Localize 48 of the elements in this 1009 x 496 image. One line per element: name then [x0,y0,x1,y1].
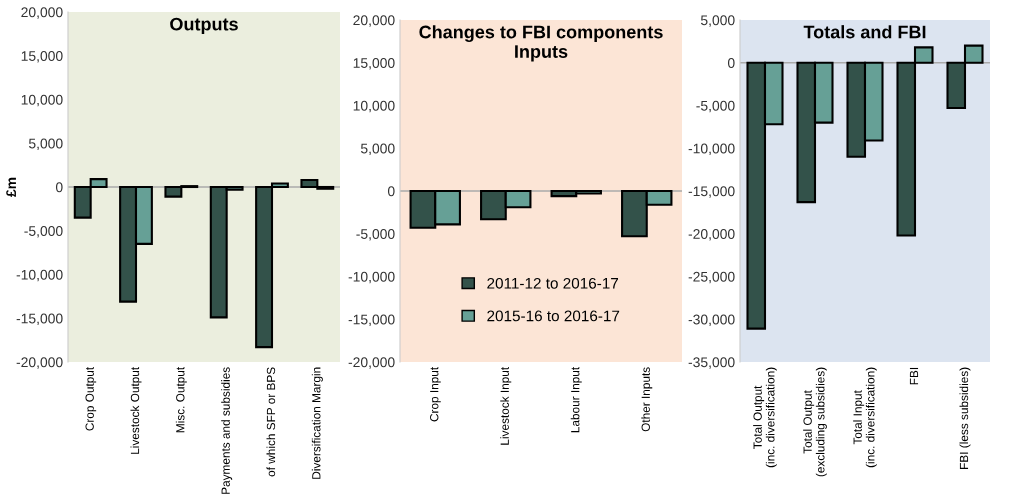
x-tick-label: Misc. Output [175,366,187,433]
y-tick-label: -25,000 [688,271,735,284]
y-tick-label: 0 [727,58,735,68]
x-tick-label: Total Input (inc. diversification) [853,367,877,468]
y-tick-label: 15,000 [353,58,395,70]
y-tick-label: 10,000 [353,100,395,113]
y-tick-label: -30,000 [688,314,735,327]
x-tick-label: FBI [909,367,919,385]
y-tick-label: -15,000 [348,314,395,327]
y-tick-label: -35,000 [688,357,735,369]
x-tick-label: Labour Input [570,366,582,433]
y-tick-label: -10,000 [16,269,63,282]
chart-title: Outputs [170,17,238,35]
y-tick-label: 5,000 [28,138,63,151]
y-axis-title: £m [6,177,16,197]
y-tick-label: -20,000 [16,357,63,369]
y-tick-label: -5,000 [356,229,395,241]
chart-title: Totals and FBI [803,25,926,39]
x-tick-label: Other Inputs [641,367,653,432]
y-tick-label: 0 [55,182,63,193]
y-tick-label: 5,000 [360,143,395,156]
y-tick-label: -10,000 [348,271,395,284]
x-tick-label: Crop Input [430,366,441,422]
y-tick-label: -5,000 [696,100,735,113]
y-tick-label: -20,000 [348,357,395,369]
y-tick-label: 0 [387,186,395,197]
y-tick-label: 20,000 [353,15,395,27]
legend-label: 2011-12 to 2016-17 [487,277,619,289]
x-tick-label: Livestock Output [130,366,142,454]
x-tick-label: Crop Output [85,366,97,431]
text: Changes to FBI components Inputs [419,25,663,62]
y-tick-label: -20,000 [688,229,735,241]
y-tick-label: 15,000 [21,51,63,63]
x-tick-label: of which SFP or BPS [266,367,276,477]
x-tick-label: Total Output (inc. diversification) [753,367,777,468]
legend-label: 2015-16 to 2016-17 [487,310,620,322]
y-tick-label: -15,000 [16,313,63,326]
y-tick-label: -10,000 [688,143,735,156]
x-tick-label: Payments and subsidies [221,367,233,494]
y-tick-label: 20,000 [21,7,63,19]
x-tick-label: Diversification Margin [311,367,323,479]
y-tick-label: -5,000 [24,226,63,238]
y-tick-label: -15,000 [688,186,735,198]
x-tick-label: Livestock Input [500,366,512,445]
x-tick-label: Total Output (excluding subsidies) [803,367,827,477]
y-tick-label: 10,000 [21,94,63,107]
y-tick-label: 5,000 [700,15,735,27]
x-tick-label: FBI (less subsidies) [959,367,971,469]
